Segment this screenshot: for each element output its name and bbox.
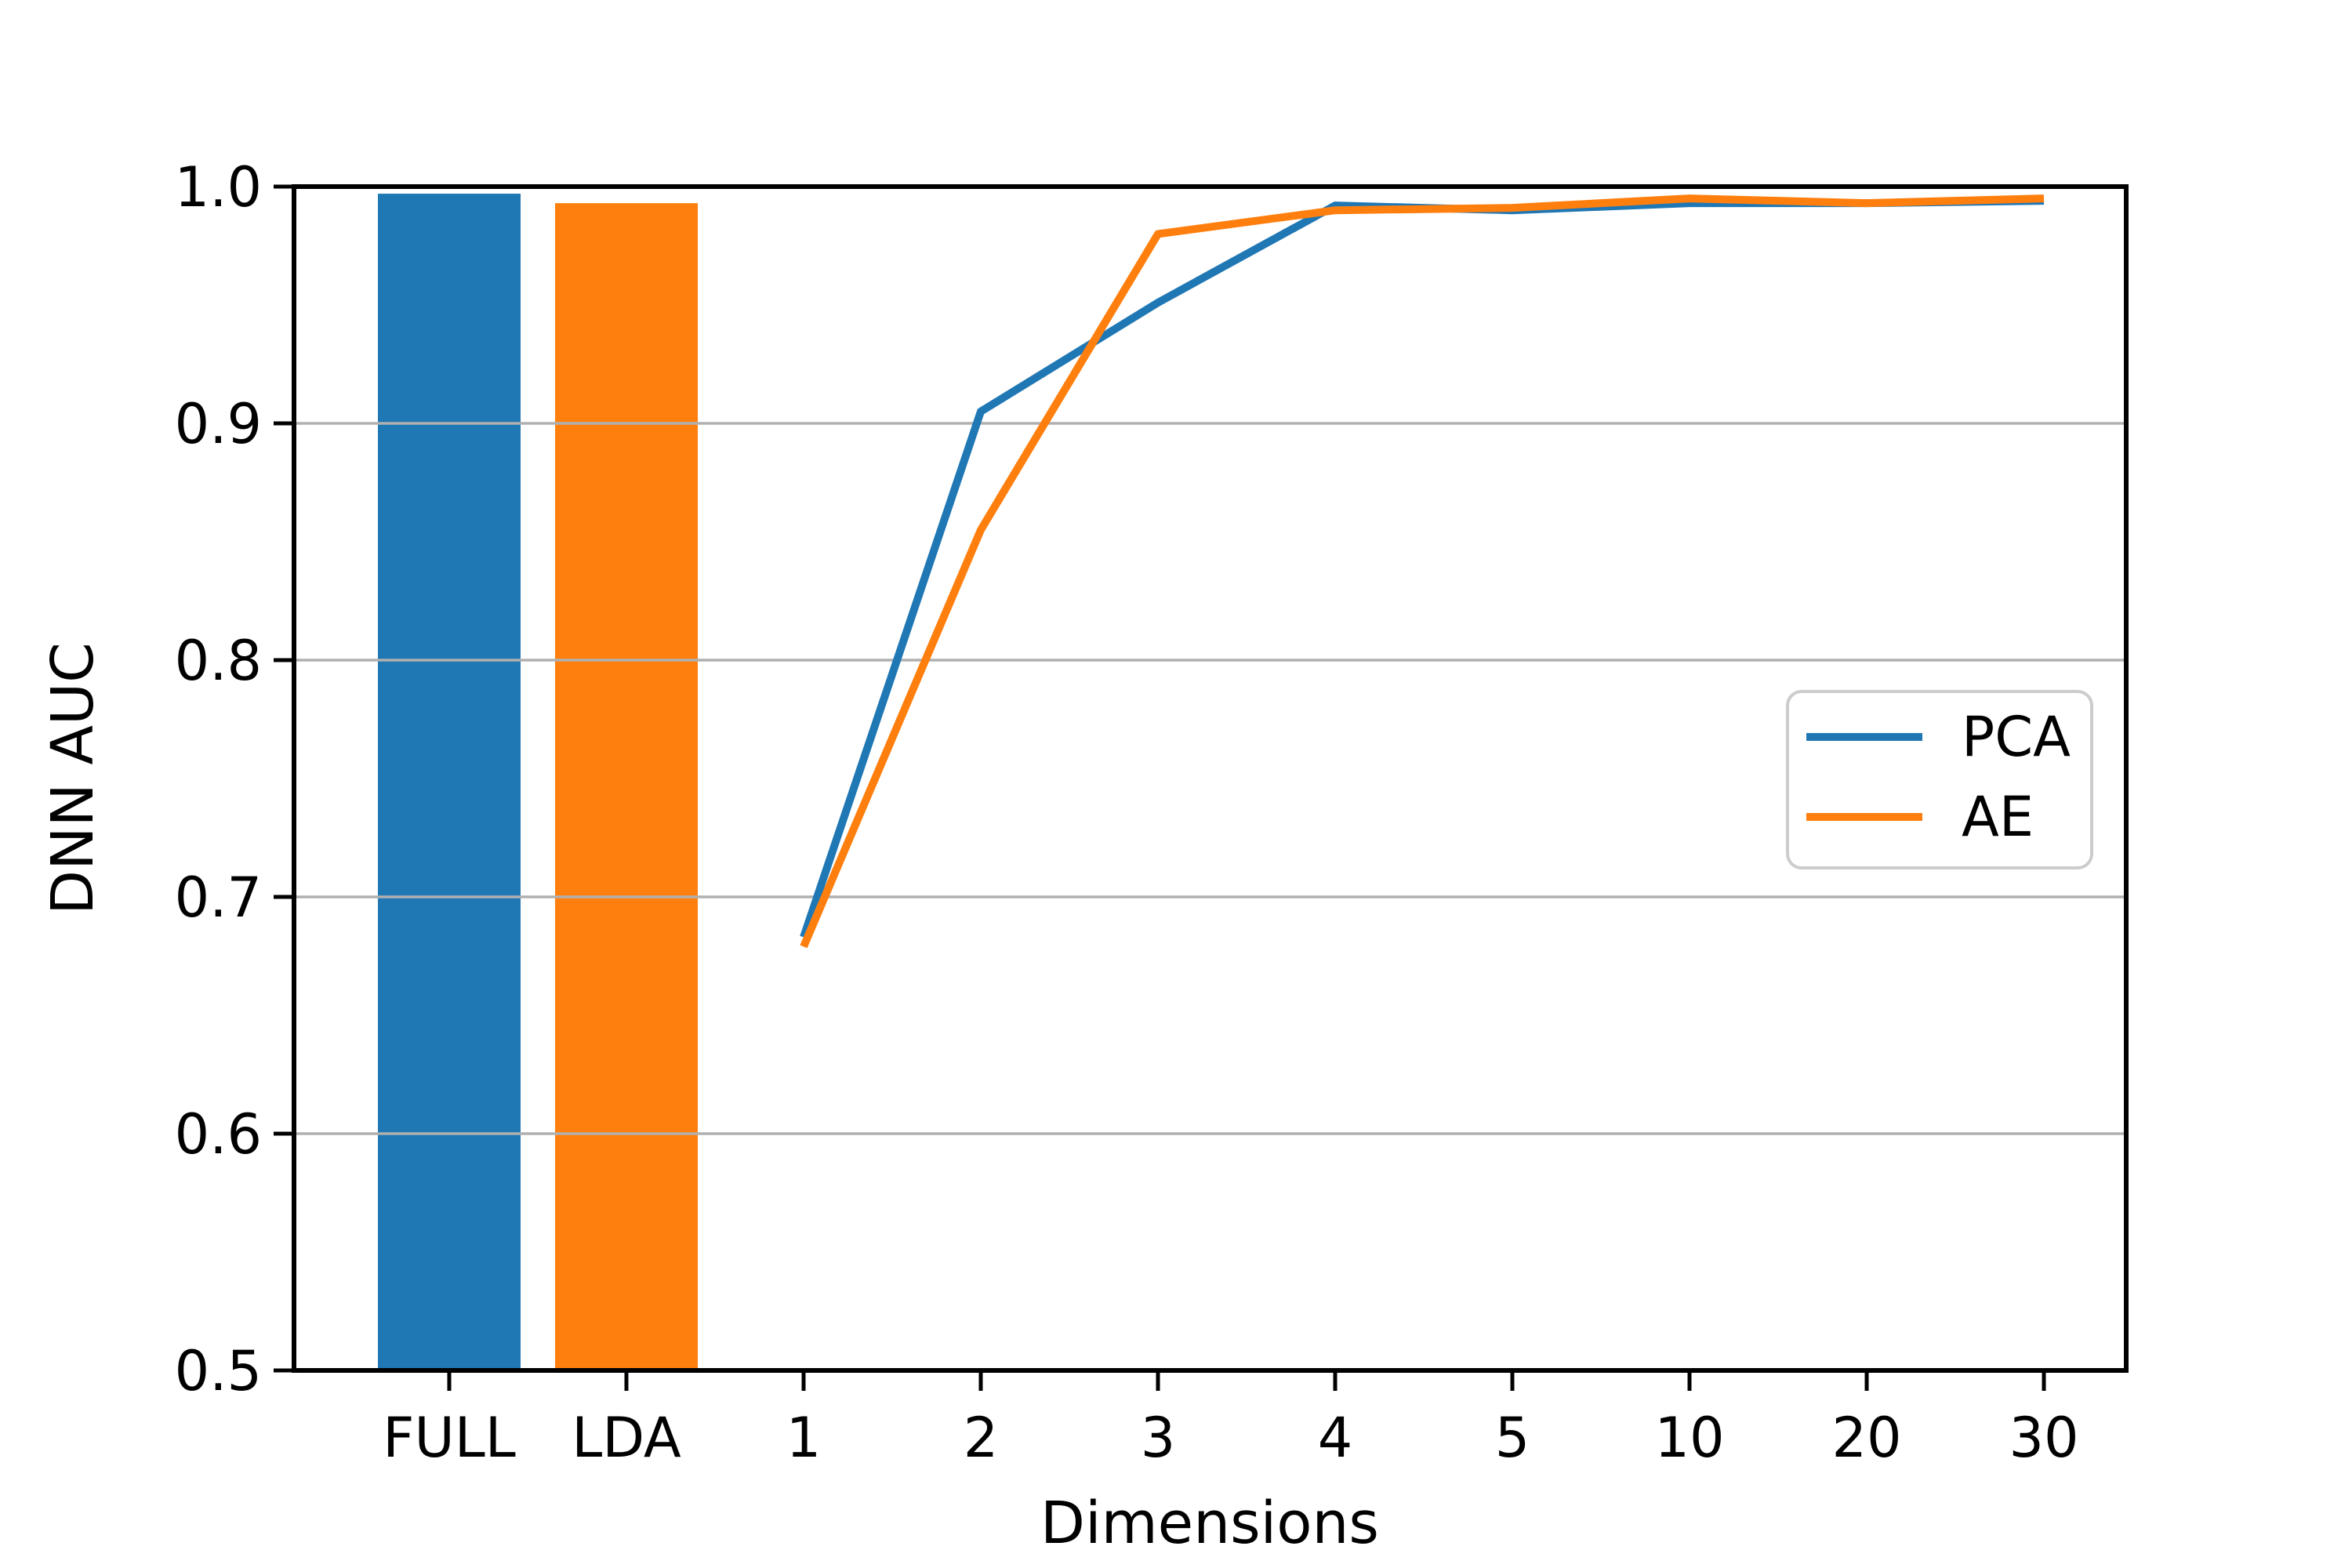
x-tick-labels-group: FULL LDA 1 2 3 4 5 10 20 30 bbox=[383, 1406, 2078, 1470]
lines-group bbox=[800, 194, 2045, 949]
bars-group bbox=[378, 194, 698, 1370]
x-tick-label: 4 bbox=[1318, 1406, 1353, 1470]
legend-entries-group: PCA AE bbox=[1806, 705, 2071, 849]
x-tick-label: 20 bbox=[1831, 1406, 1901, 1470]
x-tick-label: 3 bbox=[1141, 1406, 1176, 1470]
y-tick-label: 0.9 bbox=[175, 392, 262, 456]
y-ticks-group bbox=[274, 184, 294, 1373]
y-tick-label: 0.7 bbox=[175, 866, 262, 930]
x-tick-label: 5 bbox=[1495, 1406, 1530, 1470]
axes-spines bbox=[292, 184, 2129, 1373]
x-tick-label: LDA bbox=[572, 1406, 681, 1470]
x-tick-label: FULL bbox=[383, 1406, 516, 1470]
line-ae bbox=[800, 194, 2045, 949]
legend-label-ae: AE bbox=[1962, 785, 2034, 849]
y-tick-label: 0.5 bbox=[175, 1339, 262, 1403]
gridlines-group bbox=[294, 422, 2126, 1135]
x-ticks-group bbox=[447, 1370, 2046, 1391]
x-tick-label: 1 bbox=[786, 1406, 822, 1470]
y-tick-label: 1.0 bbox=[175, 155, 262, 220]
y-tick-labels-group: 1.0 0.9 0.8 0.7 0.6 0.5 bbox=[175, 155, 262, 1403]
y-axis-label: DNN AUC bbox=[39, 642, 107, 915]
y-tick-label: 0.8 bbox=[175, 629, 262, 693]
y-tick-label: 0.6 bbox=[175, 1102, 262, 1167]
legend-label-pca: PCA bbox=[1962, 705, 2071, 769]
x-tick-label: 10 bbox=[1654, 1406, 1724, 1470]
x-tick-label: 30 bbox=[2009, 1406, 2078, 1470]
legend: PCA AE bbox=[1786, 690, 2093, 869]
bar-full bbox=[378, 194, 521, 1370]
x-axis-label: Dimensions bbox=[1040, 1490, 1379, 1557]
x-tick-label: 2 bbox=[964, 1406, 999, 1470]
bar-lda bbox=[555, 203, 698, 1370]
